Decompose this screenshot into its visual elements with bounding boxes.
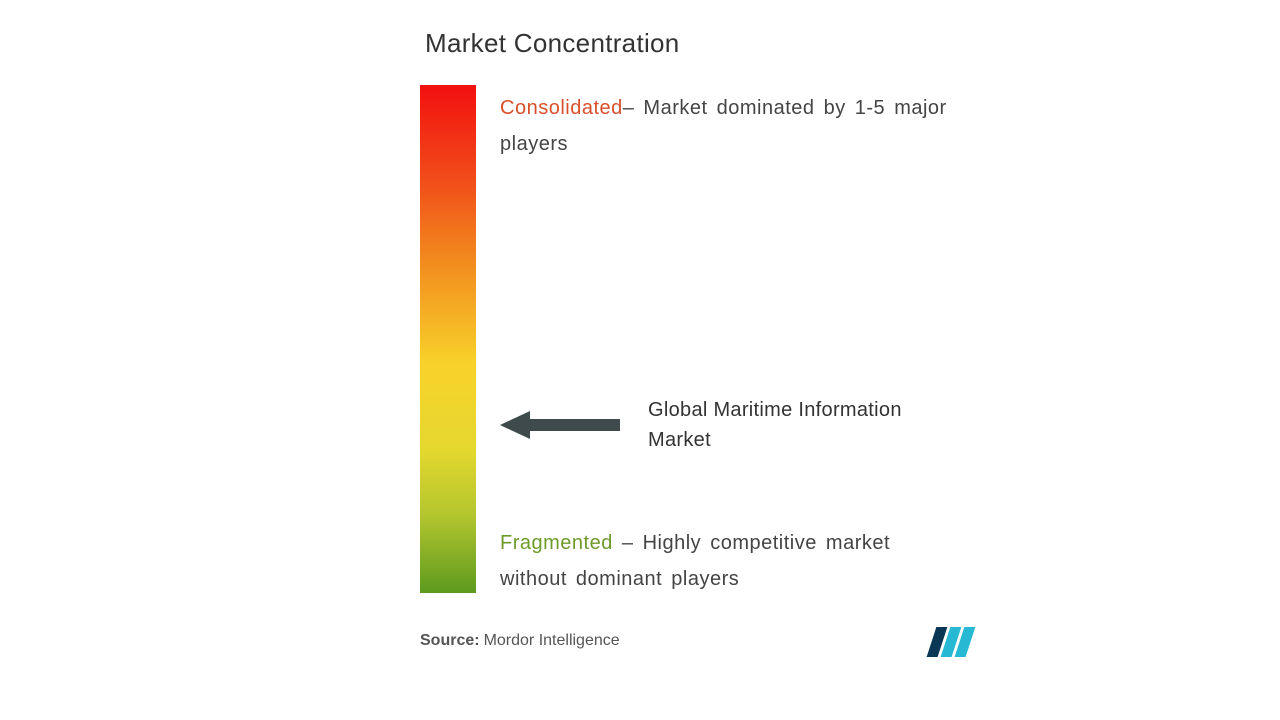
market-name-label: Global Maritime Information Market [648,395,968,455]
source-attribution: Source:Mordor Intelligence [420,632,620,650]
consolidated-term: Consolidated [500,97,623,119]
source-prefix: Source: [420,632,480,649]
fragmented-label: Fragmented – Highly competitive market w… [500,525,960,597]
arrow-left-icon [500,405,620,445]
fragmented-term: Fragmented [500,532,613,554]
consolidated-label: Consolidated– Market dominated by 1-5 ma… [500,90,960,162]
chart-title: Market Concentration [425,28,680,59]
source-value: Mordor Intelligence [484,632,620,649]
concentration-gradient-bar [420,85,476,593]
mordor-logo-icon [925,625,980,660]
market-position-marker: Global Maritime Information Market [500,395,968,455]
